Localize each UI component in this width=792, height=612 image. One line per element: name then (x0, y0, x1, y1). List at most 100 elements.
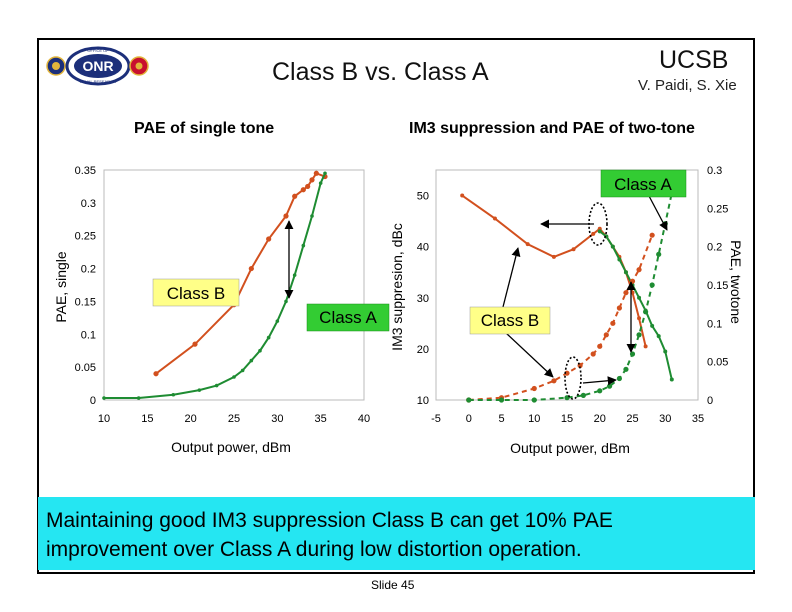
left-series-0-point (266, 236, 272, 242)
right-series-2-point (610, 320, 616, 326)
class-b-highlight-ellipse (564, 356, 582, 400)
right-series-2-point (649, 232, 655, 238)
class-b-left-callout: Class B (152, 278, 240, 307)
org-name: UCSB (659, 46, 729, 74)
left-x-axis-label: Output power, dBm (171, 439, 291, 455)
left-series-0-point (192, 341, 198, 347)
left-series-1-point (310, 214, 314, 218)
right-secondary-y-axis-label: PAE, twotone (728, 240, 744, 324)
right-x-tick-label: 5 (498, 413, 504, 425)
right-series-2-point (616, 305, 623, 311)
left-series-0-point (292, 193, 298, 199)
left-y-tick-label: 0.2 (81, 264, 96, 276)
right-series-1-point (617, 257, 622, 262)
right-y-axis-label: IM3 suppresion, dBc (389, 223, 405, 351)
marine-seal-icon (129, 56, 149, 76)
left-series-1-point (284, 299, 288, 304)
left-series-1-point (197, 388, 202, 392)
onr-ring-bottom-text: NAVAL RESEARCH (80, 79, 116, 84)
left-series-0-point (248, 265, 254, 272)
right-series-1-point (623, 270, 628, 275)
left-y-axis-label: PAE, single (53, 251, 69, 323)
footer-highlight-box: Maintaining good IM3 suppression Class B… (38, 497, 755, 570)
onr-ring-top-text: OFFICE OF (87, 48, 109, 53)
left-series-0-point (283, 213, 289, 219)
left-series-1-point (136, 396, 141, 400)
right-secondary-y-tick-label: 0.1 (707, 318, 722, 330)
onr-emblem-icon: ONR OFFICE OF NAVAL RESEARCH (65, 46, 131, 86)
class-a-left-callout: Class A (306, 303, 390, 332)
left-x-tick-label: 25 (228, 413, 240, 425)
class-a-right-callout-text: Class A (614, 175, 672, 194)
right-y-tick-label: 40 (417, 242, 429, 254)
right-series-1-point (650, 323, 655, 328)
right-series-3-point (636, 332, 642, 338)
right-series-3-point (656, 251, 662, 257)
left-x-tick-label: 35 (315, 413, 327, 425)
right-series-2-point (531, 385, 537, 392)
right-series-3-point (498, 397, 505, 403)
right-series-2-point (636, 267, 642, 273)
left-x-tick-label: 15 (141, 413, 153, 425)
class-a-left-callout-text: Class A (319, 308, 377, 327)
right-chart-subtitle: IM3 suppression and PAE of two-tone (409, 120, 695, 137)
right-series-1-point (610, 244, 615, 249)
slide-number: Slide 45 (371, 578, 415, 592)
right-series-3-point (616, 375, 623, 382)
left-chart-subtitle: PAE of single tone (134, 120, 275, 137)
right-series-1-point (597, 229, 602, 234)
right-series-3-point (597, 388, 603, 394)
right-series-0-point (591, 231, 596, 236)
left-series-0-point (300, 187, 306, 193)
left-series-1-point (266, 335, 271, 340)
right-x-tick-label: 35 (692, 413, 704, 425)
right-series-1-point (656, 334, 661, 339)
left-y-tick-label: 0.05 (75, 362, 96, 374)
footer-line-1: Maintaining good IM3 suppression Class B… (46, 509, 613, 532)
right-series-1-point (637, 295, 642, 300)
class-a-arrow-right-pointer (648, 195, 668, 231)
left-series-1-point (318, 181, 323, 185)
left-x-tick-label: 40 (358, 413, 370, 425)
right-series-line-1 (599, 230, 673, 380)
slide-title: Class B vs. Class A (272, 58, 489, 86)
left-series-0-point (305, 183, 311, 190)
right-series-3-point (623, 366, 629, 372)
right-series-0-point (643, 344, 648, 349)
left-series-1-point (102, 396, 106, 400)
right-x-tick-label: 20 (594, 413, 606, 425)
class-a-right-callout: Class A (600, 169, 687, 198)
left-series-1-point (214, 383, 219, 388)
left-x-tick-label: 30 (271, 413, 283, 425)
class-b-right-callout-text: Class B (481, 311, 540, 330)
right-y-tick-label: 30 (417, 293, 429, 305)
right-series-0-point (525, 242, 530, 247)
authors: V. Paidi, S. Xie (638, 77, 737, 94)
class-b-left-callout-text: Class B (167, 284, 226, 303)
left-series-1-point (323, 171, 327, 176)
right-series-1-point (663, 349, 668, 354)
right-x-axis-label: Output power, dBm (510, 440, 630, 456)
right-series-3-point (531, 397, 537, 403)
right-series-3-point (643, 309, 649, 315)
right-x-tick-label: 0 (466, 413, 472, 425)
right-series-1-point (669, 377, 674, 382)
left-y-tick-label: 0.15 (75, 296, 96, 308)
left-series-1-point (240, 368, 245, 373)
right-series-3-point (466, 397, 472, 403)
right-secondary-y-tick-label: 0.15 (707, 280, 728, 292)
right-secondary-y-tick-label: 0 (707, 395, 713, 407)
right-series-2-point (590, 351, 596, 357)
right-series-0-point (571, 247, 576, 252)
right-series-2-point (597, 343, 603, 349)
left-series-1-point (292, 273, 297, 277)
left-series-0-point (153, 371, 159, 377)
class-b-arrow-right-pointer (582, 376, 617, 386)
left-x-tick-label: 10 (98, 413, 110, 425)
right-secondary-y-tick-label: 0.05 (707, 357, 728, 369)
left-series-0-point (309, 177, 315, 183)
right-x-tick-label: -5 (431, 413, 441, 425)
right-series-3-point (580, 392, 586, 398)
class-b-arrow-up-pointer (502, 247, 521, 308)
right-secondary-y-tick-label: 0.3 (707, 165, 722, 177)
